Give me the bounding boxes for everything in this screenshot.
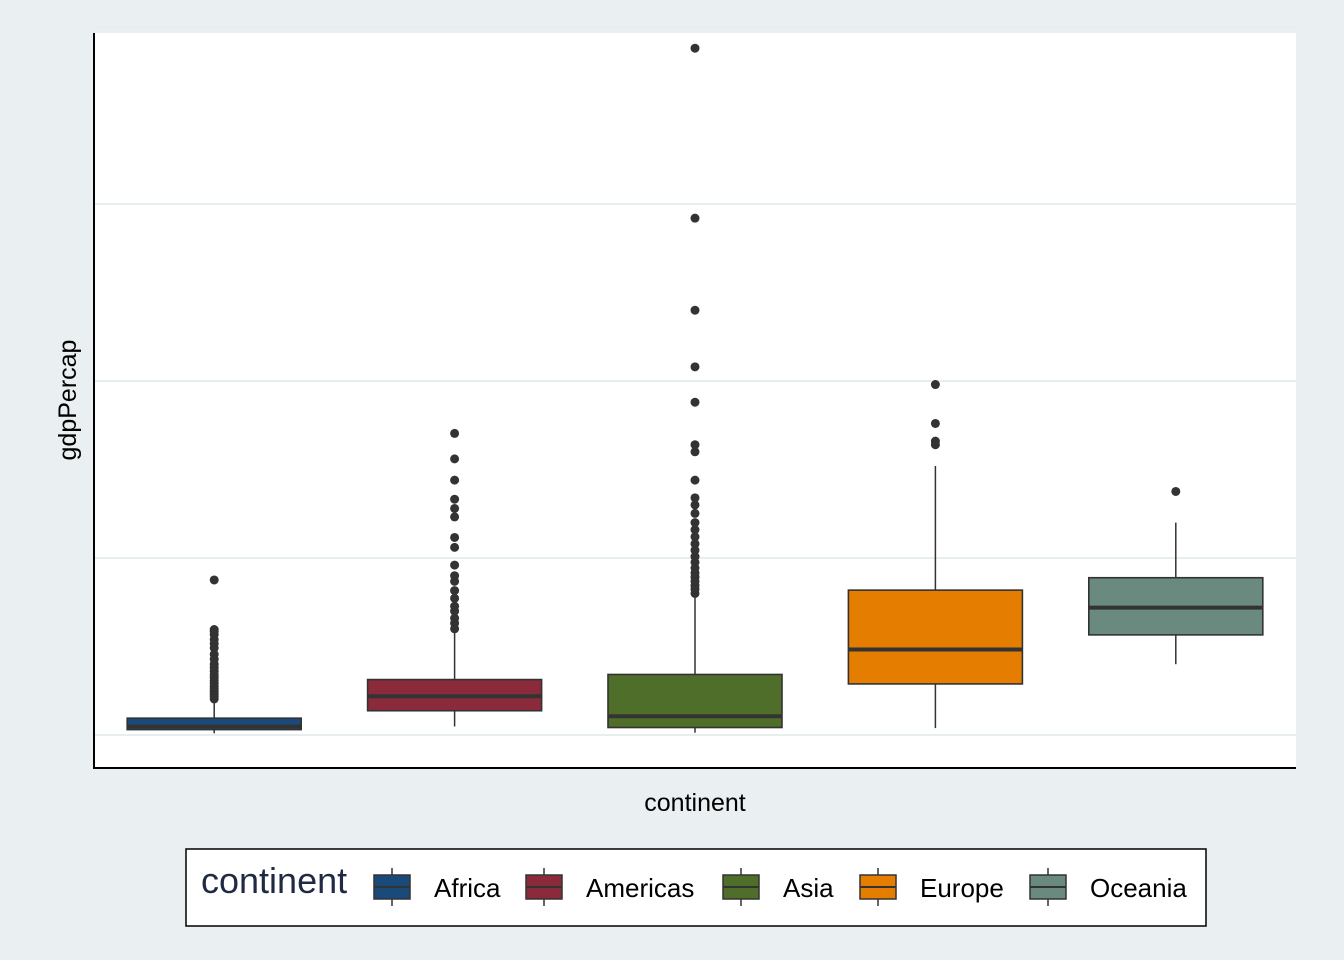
legend-item-europe: Europe bbox=[859, 868, 1004, 906]
outlier-point bbox=[450, 571, 460, 581]
outlier-point bbox=[690, 440, 700, 450]
outlier-point bbox=[690, 518, 700, 528]
outlier-point bbox=[450, 542, 460, 552]
outlier-point bbox=[450, 560, 460, 570]
outlier-point bbox=[450, 593, 460, 603]
box-series bbox=[126, 43, 1264, 734]
outlier-point bbox=[690, 539, 700, 549]
outlier-point bbox=[690, 305, 700, 315]
outlier-point bbox=[450, 503, 460, 513]
outlier-point bbox=[690, 213, 700, 223]
outlier-point bbox=[690, 525, 700, 535]
legend-label: Africa bbox=[434, 873, 501, 903]
x-axis-title: continent bbox=[644, 789, 746, 817]
legend-item-americas: Americas bbox=[525, 868, 694, 906]
outlier-point bbox=[690, 475, 700, 485]
outlier-point bbox=[930, 418, 940, 428]
outlier-point bbox=[690, 447, 700, 457]
outlier-point bbox=[690, 552, 700, 562]
outlier-point bbox=[209, 625, 219, 635]
outlier-point bbox=[450, 454, 460, 464]
gridlines bbox=[94, 26, 1296, 736]
outlier-point bbox=[450, 586, 460, 596]
legend-item-africa: Africa bbox=[373, 868, 501, 906]
outlier-point bbox=[450, 494, 460, 504]
box-americas bbox=[366, 428, 543, 727]
box-oceania bbox=[1088, 486, 1264, 665]
outlier-point bbox=[450, 532, 460, 542]
outlier-point bbox=[690, 493, 700, 503]
outlier-point bbox=[690, 508, 700, 518]
outlier-point bbox=[450, 512, 460, 522]
box-body bbox=[607, 673, 783, 729]
y-axis-title: gdpPercap bbox=[54, 340, 82, 461]
legend-label: Americas bbox=[586, 873, 694, 903]
box-europe bbox=[847, 380, 1024, 729]
outlier-point bbox=[690, 500, 700, 510]
legend-items: Africa Americas Asia Europe Oceania bbox=[373, 868, 1187, 906]
legend-label: Europe bbox=[920, 873, 1004, 903]
outlier-point bbox=[450, 475, 460, 485]
legend-label: Asia bbox=[783, 873, 834, 903]
outlier-point bbox=[450, 613, 460, 623]
legend-item-oceania: Oceania bbox=[1029, 868, 1187, 906]
outlier-point bbox=[690, 532, 700, 542]
outlier-point bbox=[209, 575, 219, 585]
box-africa bbox=[126, 575, 302, 734]
box-asia bbox=[607, 43, 783, 733]
box-body bbox=[847, 589, 1024, 685]
outlier-point bbox=[930, 380, 940, 390]
outlier-point bbox=[690, 43, 700, 53]
box-body bbox=[126, 717, 302, 731]
legend-title: continent bbox=[201, 860, 347, 901]
outlier-point bbox=[690, 545, 700, 555]
outlier-point bbox=[209, 649, 219, 659]
legend-item-asia: Asia bbox=[722, 868, 834, 906]
outlier-point bbox=[930, 436, 940, 446]
outlier-point bbox=[690, 397, 700, 407]
outlier-point bbox=[1171, 486, 1181, 496]
outlier-point bbox=[450, 601, 460, 611]
outlier-point bbox=[450, 428, 460, 438]
outlier-point bbox=[690, 362, 700, 372]
legend: continent Africa Americas Asia Europe Oceani… bbox=[185, 848, 1207, 927]
legend-label: Oceania bbox=[1090, 873, 1187, 903]
